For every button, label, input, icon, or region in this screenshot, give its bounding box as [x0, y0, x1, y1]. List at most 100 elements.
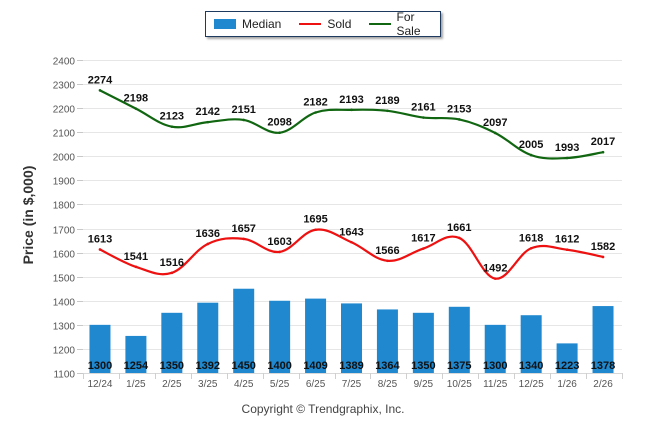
for-sale-point: [493, 131, 497, 135]
y-tick-label: 2400: [53, 57, 76, 68]
median-data-label: 1389: [339, 360, 363, 372]
sold-point: [601, 255, 605, 259]
y-axis-title: Price (in $,000): [20, 165, 36, 265]
for-sale-data-label: 2189: [375, 95, 399, 107]
for-sale-point: [386, 109, 389, 113]
for-sale-point: [278, 131, 281, 135]
sold-data-label: 1661: [447, 222, 471, 234]
y-axis-ticks: 1100 1200 1300 1400 1500 1600 1700 1800 1900 2000…: [53, 57, 83, 381]
legend-label-sold: Sold: [327, 17, 352, 31]
series-lines: [98, 89, 605, 280]
legend-label-median: Median: [242, 17, 282, 31]
x-tick-label: 12/24: [87, 379, 112, 390]
y-tick-label: 2300: [53, 81, 76, 92]
for-sale-point: [601, 150, 605, 154]
y-tick-label: 1900: [53, 177, 76, 188]
x-tick-label: 6/25: [306, 379, 326, 390]
median-data-label: 1350: [160, 360, 184, 372]
x-tick-label: 7/25: [342, 379, 362, 390]
x-tick-label: 10/25: [447, 379, 472, 390]
median-data-label: 1350: [411, 360, 435, 372]
for-sale-point: [314, 111, 317, 114]
sold-point: [98, 248, 102, 251]
for-sale-point: [134, 107, 138, 110]
sold-point: [314, 228, 317, 232]
sold-point: [242, 237, 245, 241]
for-sale-data-label: 2098: [267, 117, 291, 129]
for-sale-data-label: 2017: [591, 136, 615, 148]
for-sale-swatch-icon: [369, 23, 391, 25]
copyright-footer: Copyright © Trendgraphix, Inc.: [241, 402, 405, 416]
for-sale-point: [565, 156, 569, 160]
y-tick-label: 1500: [53, 274, 76, 285]
median-data-label: 1378: [591, 360, 615, 372]
for-sale-point: [170, 125, 174, 128]
for-sale-point: [529, 153, 533, 157]
y-tick-label: 1300: [53, 322, 76, 333]
gridlines: [83, 60, 622, 374]
median-bar: [376, 309, 398, 373]
legend: Median Sold For Sale: [205, 10, 441, 38]
for-sale-point: [350, 108, 353, 112]
data-labels: 1300 1254 1350 1392 1450 1400 1409 1389 1364 1350…: [88, 74, 616, 372]
for-sale-data-label: 2182: [303, 96, 327, 108]
for-sale-point: [422, 116, 425, 119]
x-tick-label: 1/25: [126, 379, 146, 390]
for-sale-point: [98, 89, 102, 92]
median-bar: [520, 315, 542, 373]
for-sale-point: [242, 118, 245, 122]
x-tick-label: 1/26: [557, 379, 577, 390]
for-sale-data-label: 1993: [555, 142, 579, 154]
x-tick-label: 3/25: [198, 379, 218, 390]
legend-item-for-sale[interactable]: For Sale: [365, 10, 440, 38]
sold-point: [206, 242, 210, 246]
sold-data-label: 1612: [555, 234, 579, 246]
median-bar: [161, 312, 183, 373]
sold-data-label: 1492: [483, 263, 507, 275]
for-sale-point: [458, 118, 461, 121]
sold-data-label: 1516: [160, 257, 184, 269]
sold-point: [565, 248, 569, 252]
x-tick-label: 4/25: [234, 379, 254, 390]
median-bar: [269, 300, 291, 373]
x-tick-label: 9/25: [414, 379, 434, 390]
median-data-label: 1340: [519, 360, 543, 372]
sold-data-label: 1617: [411, 233, 435, 245]
median-data-label: 1223: [555, 360, 579, 372]
for-sale-data-label: 2193: [339, 94, 363, 106]
median-data-label: 1400: [267, 360, 291, 372]
sold-point: [134, 265, 138, 269]
y-tick-label: 2000: [53, 153, 76, 164]
median-bar: [556, 343, 578, 373]
median-bar: [89, 324, 111, 373]
x-tick-label: 2/26: [593, 379, 613, 390]
y-tick-label: 1600: [53, 250, 76, 261]
median-data-label: 1375: [447, 360, 471, 372]
for-sale-data-label: 2151: [231, 104, 255, 116]
sold-point: [278, 250, 281, 254]
x-tick-label: 11/25: [483, 379, 508, 390]
sold-point: [422, 247, 425, 250]
median-bar: [592, 306, 614, 373]
sold-data-label: 1618: [519, 232, 543, 244]
sold-data-label: 1643: [339, 226, 363, 238]
y-tick-label: 1700: [53, 226, 76, 237]
median-data-label: 1300: [483, 360, 507, 372]
x-tick-label: 8/25: [378, 379, 398, 390]
sold-point: [350, 240, 353, 244]
sold-data-label: 1566: [375, 245, 399, 257]
sold-data-label: 1657: [231, 223, 255, 235]
median-bar: [412, 312, 434, 373]
sold-point: [493, 277, 497, 280]
median-bar: [197, 302, 219, 373]
median-bar: [448, 306, 470, 373]
for-sale-data-label: 2153: [447, 103, 471, 115]
sold-data-label: 1695: [303, 214, 327, 226]
sold-swatch-icon: [299, 23, 322, 25]
legend-item-sold[interactable]: Sold: [295, 17, 351, 31]
legend-item-median[interactable]: Median: [214, 17, 281, 31]
median-bar: [125, 335, 147, 373]
median-bar: [341, 303, 362, 373]
for-sale-data-label: 2097: [483, 117, 507, 129]
for-sale-data-label: 2274: [88, 74, 113, 86]
